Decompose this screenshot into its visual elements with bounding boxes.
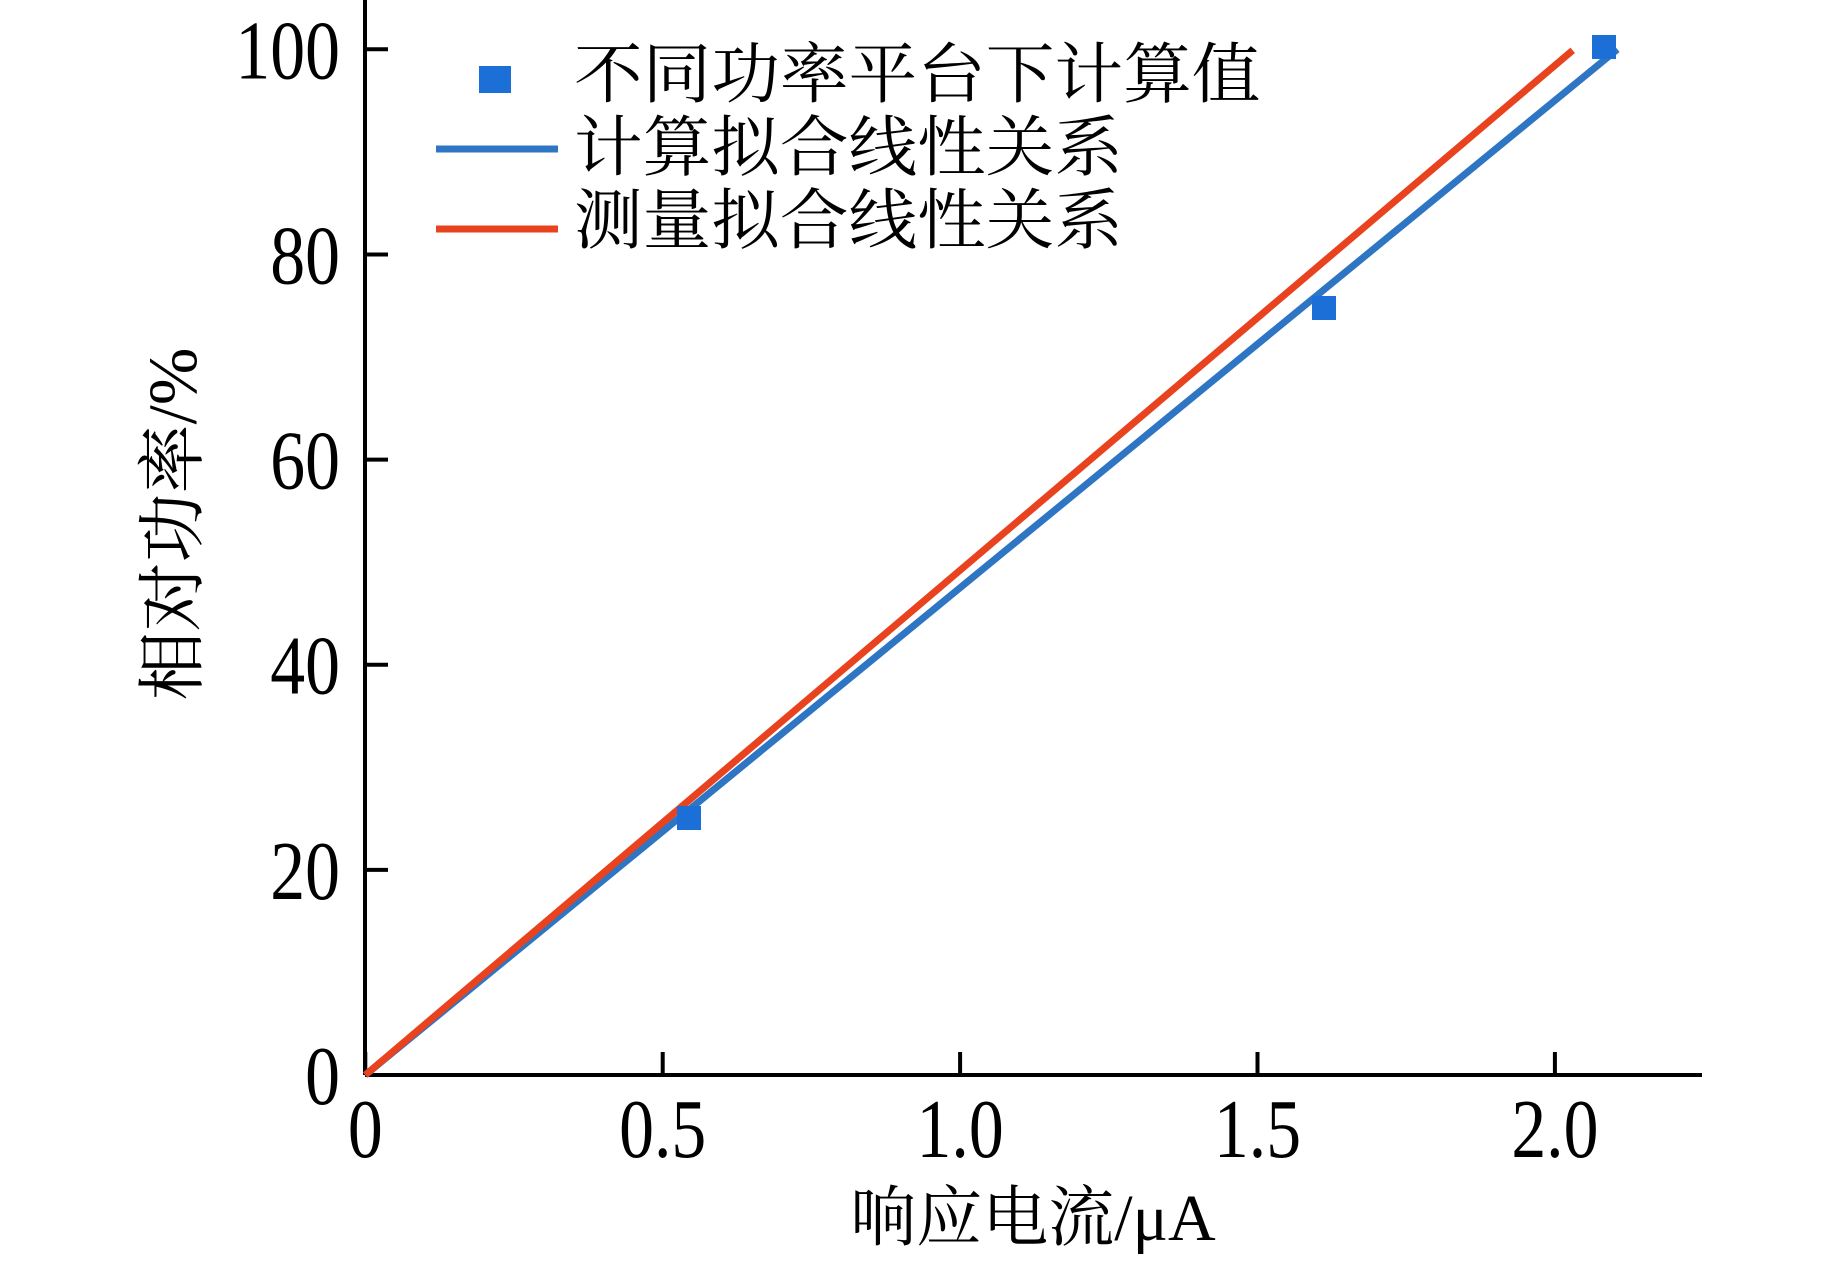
svg-text:80: 80 (270, 208, 340, 302)
svg-text:0.5: 0.5 (619, 1082, 706, 1176)
svg-text:相对功率/%: 相对功率/% (135, 348, 211, 701)
svg-text:60: 60 (270, 413, 340, 507)
svg-text:响应电流/μA: 响应电流/μA (850, 1182, 1216, 1255)
svg-text:0: 0 (348, 1082, 383, 1176)
svg-text:计算拟合线性关系: 计算拟合线性关系 (574, 111, 1123, 185)
svg-text:40: 40 (270, 619, 340, 713)
svg-text:1.5: 1.5 (1214, 1082, 1301, 1176)
svg-text:2.0: 2.0 (1511, 1082, 1598, 1176)
svg-text:1.0: 1.0 (917, 1082, 1004, 1176)
svg-text:0: 0 (305, 1029, 340, 1123)
svg-text:测量拟合线性关系: 测量拟合线性关系 (574, 184, 1123, 258)
svg-text:不同功率平台下计算值: 不同功率平台下计算值 (574, 38, 1260, 112)
svg-text:20: 20 (270, 824, 340, 918)
svg-text:100: 100 (235, 3, 340, 97)
